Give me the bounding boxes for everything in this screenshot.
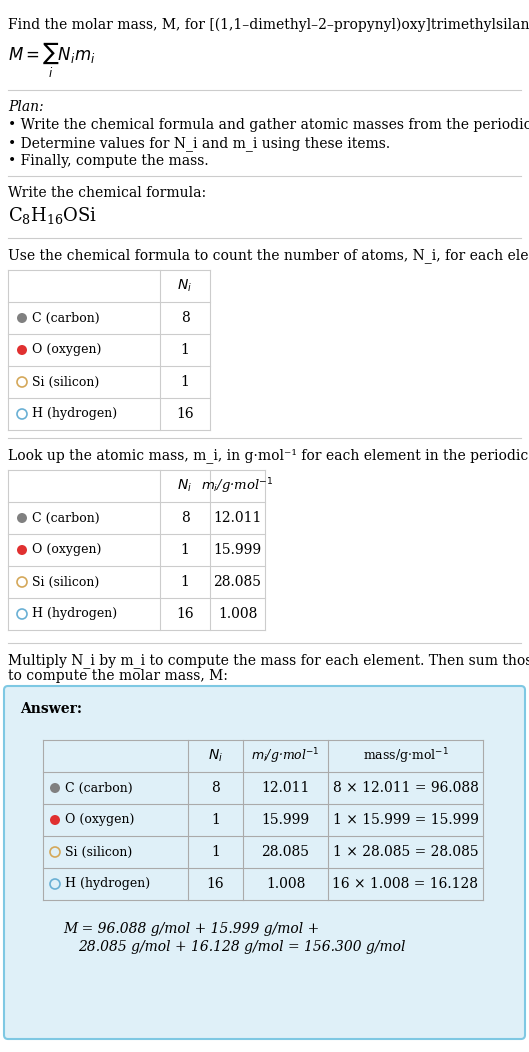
Text: 1.008: 1.008 <box>266 877 305 891</box>
Text: Si (silicon): Si (silicon) <box>32 575 99 588</box>
Text: O (oxygen): O (oxygen) <box>32 344 102 357</box>
Circle shape <box>17 313 27 323</box>
Text: Answer:: Answer: <box>20 702 82 716</box>
Text: $N_i$: $N_i$ <box>178 478 193 494</box>
Text: Use the chemical formula to count the number of atoms, N_i, for each element:: Use the chemical formula to count the nu… <box>8 248 529 263</box>
Text: 8: 8 <box>211 781 220 795</box>
Text: 12.011: 12.011 <box>261 781 309 795</box>
Text: 28.085 g/mol + 16.128 g/mol = 156.300 g/mol: 28.085 g/mol + 16.128 g/mol = 156.300 g/… <box>78 940 406 954</box>
Circle shape <box>17 345 27 355</box>
Circle shape <box>17 513 27 523</box>
Text: Plan:: Plan: <box>8 100 43 114</box>
Text: Find the molar mass, M, for [(1,1–dimethyl–2–propynyl)oxy]trimethylsilane:: Find the molar mass, M, for [(1,1–dimeth… <box>8 18 529 33</box>
Text: 16 × 1.008 = 16.128: 16 × 1.008 = 16.128 <box>333 877 479 891</box>
Text: 8: 8 <box>180 511 189 525</box>
Text: C (carbon): C (carbon) <box>32 511 99 525</box>
Text: 16: 16 <box>176 407 194 421</box>
Text: 15.999: 15.999 <box>213 543 261 557</box>
Text: $N_i$: $N_i$ <box>208 748 223 764</box>
Text: H (hydrogen): H (hydrogen) <box>32 407 117 421</box>
Text: 1: 1 <box>180 543 189 557</box>
Text: $N_i$: $N_i$ <box>178 278 193 295</box>
Text: Look up the atomic mass, m_i, in g·mol⁻¹ for each element in the periodic table:: Look up the atomic mass, m_i, in g·mol⁻¹… <box>8 448 529 463</box>
Circle shape <box>50 815 60 825</box>
Text: 1 × 28.085 = 28.085: 1 × 28.085 = 28.085 <box>333 845 478 859</box>
Circle shape <box>50 783 60 793</box>
Text: 15.999: 15.999 <box>261 813 309 827</box>
FancyBboxPatch shape <box>4 686 525 1039</box>
Text: 8 × 12.011 = 96.088: 8 × 12.011 = 96.088 <box>333 781 478 795</box>
Text: Multiply N_i by m_i to compute the mass for each element. Then sum those values: Multiply N_i by m_i to compute the mass … <box>8 653 529 668</box>
Text: C (carbon): C (carbon) <box>65 782 133 794</box>
Text: 1: 1 <box>211 845 220 859</box>
Text: Si (silicon): Si (silicon) <box>32 376 99 388</box>
Text: • Determine values for N_i and m_i using these items.: • Determine values for N_i and m_i using… <box>8 136 390 150</box>
Text: M = 96.088 g/mol + 15.999 g/mol +: M = 96.088 g/mol + 15.999 g/mol + <box>63 922 319 936</box>
Text: 8: 8 <box>180 311 189 325</box>
Text: Write the chemical formula:: Write the chemical formula: <box>8 186 206 200</box>
Text: 28.085: 28.085 <box>214 575 261 589</box>
Text: • Finally, compute the mass.: • Finally, compute the mass. <box>8 154 208 168</box>
Text: mass/g·mol$^{-1}$: mass/g·mol$^{-1}$ <box>362 746 449 766</box>
Text: $\mathregular{C_8H_{16}OSi}$: $\mathregular{C_8H_{16}OSi}$ <box>8 205 97 226</box>
Text: C (carbon): C (carbon) <box>32 311 99 324</box>
Circle shape <box>17 545 27 555</box>
Text: 1.008: 1.008 <box>218 607 257 621</box>
Text: 1 × 15.999 = 15.999: 1 × 15.999 = 15.999 <box>333 813 478 827</box>
Text: H (hydrogen): H (hydrogen) <box>32 607 117 621</box>
Text: O (oxygen): O (oxygen) <box>65 813 134 827</box>
Text: $M = \sum_i N_i m_i$: $M = \sum_i N_i m_i$ <box>8 40 95 80</box>
Text: 1: 1 <box>180 575 189 589</box>
Text: 1: 1 <box>211 813 220 827</box>
Text: • Write the chemical formula and gather atomic masses from the periodic table.: • Write the chemical formula and gather … <box>8 118 529 132</box>
Text: to compute the molar mass, M:: to compute the molar mass, M: <box>8 669 228 683</box>
Text: 1: 1 <box>180 375 189 389</box>
Text: O (oxygen): O (oxygen) <box>32 544 102 557</box>
Text: Si (silicon): Si (silicon) <box>65 846 132 858</box>
Text: 28.085: 28.085 <box>261 845 309 859</box>
Text: $m_i$/g·mol$^{-1}$: $m_i$/g·mol$^{-1}$ <box>201 477 274 495</box>
Text: 12.011: 12.011 <box>213 511 262 525</box>
Text: $m_i$/g·mol$^{-1}$: $m_i$/g·mol$^{-1}$ <box>251 746 320 766</box>
Text: H (hydrogen): H (hydrogen) <box>65 877 150 890</box>
Text: 1: 1 <box>180 343 189 357</box>
Text: 16: 16 <box>176 607 194 621</box>
Text: 16: 16 <box>207 877 224 891</box>
